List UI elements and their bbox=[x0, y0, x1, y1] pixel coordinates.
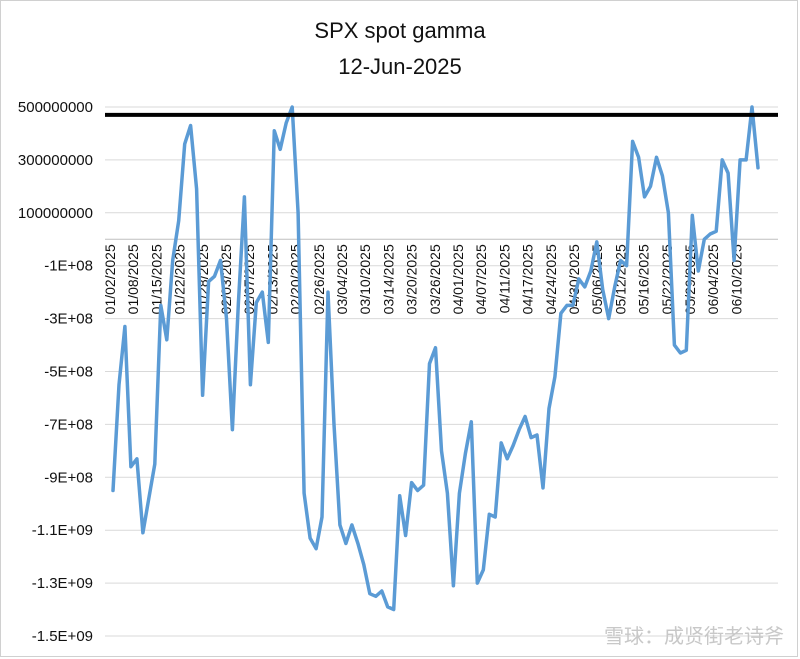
y-tick-label: -1.5E+09 bbox=[32, 628, 93, 645]
x-tick-label: 03/04/2025 bbox=[334, 244, 350, 314]
x-tick-label: 05/16/2025 bbox=[636, 244, 652, 314]
chart-title: SPX spot gamma bbox=[314, 18, 486, 43]
x-tick-label: 04/30/2025 bbox=[566, 244, 582, 314]
y-tick-label: 100000000 bbox=[18, 205, 93, 222]
x-tick-label: 04/24/2025 bbox=[543, 244, 559, 314]
x-tick-label: 01/22/2025 bbox=[172, 244, 188, 314]
y-tick-label: -1.3E+09 bbox=[32, 575, 93, 592]
y-tick-label: 300000000 bbox=[18, 152, 93, 169]
y-tick-label: -1E+08 bbox=[44, 258, 93, 275]
x-tick-label: 04/17/2025 bbox=[520, 244, 536, 314]
y-tick-label: -7E+08 bbox=[44, 416, 93, 433]
series-line bbox=[111, 105, 760, 612]
x-tick-label: 04/01/2025 bbox=[450, 244, 466, 314]
y-tick-label: -1.1E+09 bbox=[32, 522, 93, 539]
x-tick-label: 03/26/2025 bbox=[427, 244, 443, 314]
x-tick-label: 01/15/2025 bbox=[148, 244, 164, 314]
watermark: 雪球：成贤街老诗斧 bbox=[604, 624, 784, 648]
x-tick-label: 03/20/2025 bbox=[404, 244, 420, 314]
x-tick-label: 06/04/2025 bbox=[705, 244, 721, 314]
y-tick-label: -9E+08 bbox=[44, 469, 93, 486]
x-tick-label: 01/08/2025 bbox=[125, 244, 141, 314]
y-tick-label: -3E+08 bbox=[44, 311, 93, 328]
y-tick-label: -5E+08 bbox=[44, 364, 93, 381]
x-tick-label: 04/11/2025 bbox=[496, 244, 512, 313]
x-tick-label: 04/07/2025 bbox=[473, 244, 489, 314]
chart-subtitle: 12-Jun-2025 bbox=[338, 54, 462, 79]
x-tick-label: 01/02/2025 bbox=[102, 244, 118, 314]
x-tick-label: 03/14/2025 bbox=[380, 244, 396, 314]
x-tick-label: 06/10/2025 bbox=[728, 244, 744, 314]
x-tick-label: 02/26/2025 bbox=[311, 244, 327, 314]
x-tick-label: 03/10/2025 bbox=[357, 244, 373, 314]
y-tick-label: 500000000 bbox=[18, 99, 93, 116]
